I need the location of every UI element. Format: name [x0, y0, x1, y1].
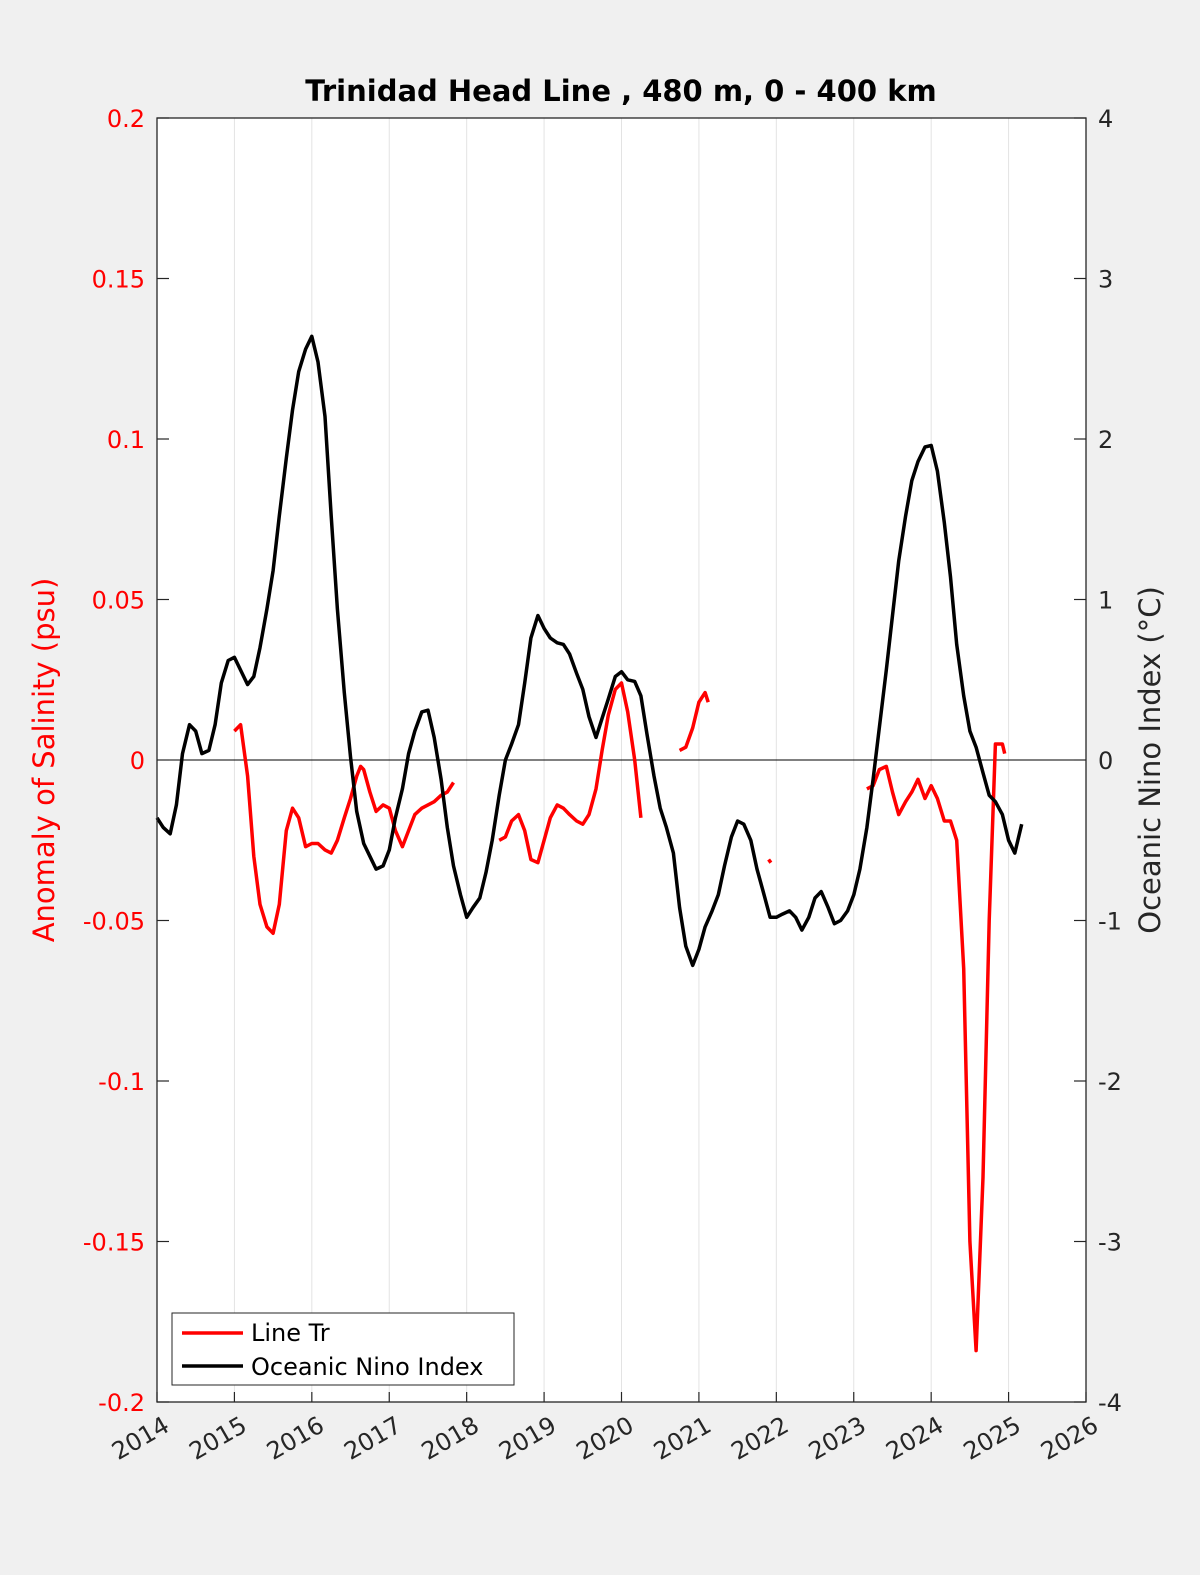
y-left-tick-label-3: 0.05 [92, 587, 145, 615]
x-tick-label-2019: 2019 [494, 1411, 561, 1466]
salinity-line-segment-1 [498, 681, 643, 865]
x-tick-label-2022: 2022 [726, 1411, 793, 1466]
x-tick-label-2018: 2018 [417, 1411, 484, 1466]
y-left-tick-label-6: -0.1 [98, 1068, 145, 1096]
legend: Line Tr Oceanic Nino Index [171, 1312, 515, 1386]
x-tick-label-2023: 2023 [804, 1411, 871, 1466]
x-tick-label-2016: 2016 [262, 1411, 329, 1466]
y-right-tick-label-6: -2 [1098, 1068, 1122, 1096]
y-right-tick-label-4: 0 [1098, 747, 1113, 775]
salinity-line-segment-2 [678, 690, 710, 752]
legend-label-oni: Oceanic Nino Index [251, 1353, 483, 1381]
y-right-tick-label-5: -1 [1098, 908, 1122, 936]
legend-label-line-tr: Line Tr [251, 1319, 330, 1347]
x-tick-label-2017: 2017 [339, 1411, 406, 1466]
y-left-tick-label-2: 0.1 [107, 426, 145, 454]
y-right-tick-label-8: -4 [1098, 1389, 1122, 1417]
y-axis-label-left: Anomaly of Salinity (psu) [27, 578, 61, 943]
x-tick-label-2014: 2014 [107, 1411, 174, 1466]
y-right-tick-label-2: 2 [1098, 426, 1113, 454]
y-left-tick-label-4: 0 [130, 747, 145, 775]
x-tick-label-2026: 2026 [1036, 1411, 1103, 1466]
salinity-line-segment-3 [767, 858, 773, 864]
y-right-tick-label-0: 4 [1098, 105, 1113, 133]
y-left-tick-label-7: -0.15 [83, 1229, 145, 1257]
oni-line-segment-0 [155, 334, 1024, 968]
y-left-tick-label-8: -0.2 [98, 1389, 145, 1417]
salinity-line-segment-0 [233, 722, 455, 936]
y-right-tick-label-3: 1 [1098, 587, 1113, 615]
y-left-tick-label-0: 0.2 [107, 105, 145, 133]
series-layer [155, 334, 1024, 1353]
y-right-tick-label-1: 3 [1098, 266, 1113, 294]
y-axis-label-right: Oceanic Nino Index (°C) [1133, 586, 1167, 934]
x-tick-label-2024: 2024 [881, 1411, 948, 1466]
y-right-tick-label-7: -3 [1098, 1229, 1122, 1257]
salinity-line-segment-4 [866, 742, 1007, 1353]
x-tick-label-2021: 2021 [649, 1411, 716, 1466]
x-tick-label-2025: 2025 [959, 1411, 1026, 1466]
chart-title: Trinidad Head Line , 480 m, 0 - 400 km [305, 74, 936, 108]
legend-box [171, 1312, 515, 1386]
x-tick-label-2015: 2015 [185, 1411, 252, 1466]
y-left-tick-label-5: -0.05 [83, 908, 145, 936]
x-tick-label-2020: 2020 [572, 1411, 639, 1466]
y-left-tick-label-1: 0.15 [92, 266, 145, 294]
